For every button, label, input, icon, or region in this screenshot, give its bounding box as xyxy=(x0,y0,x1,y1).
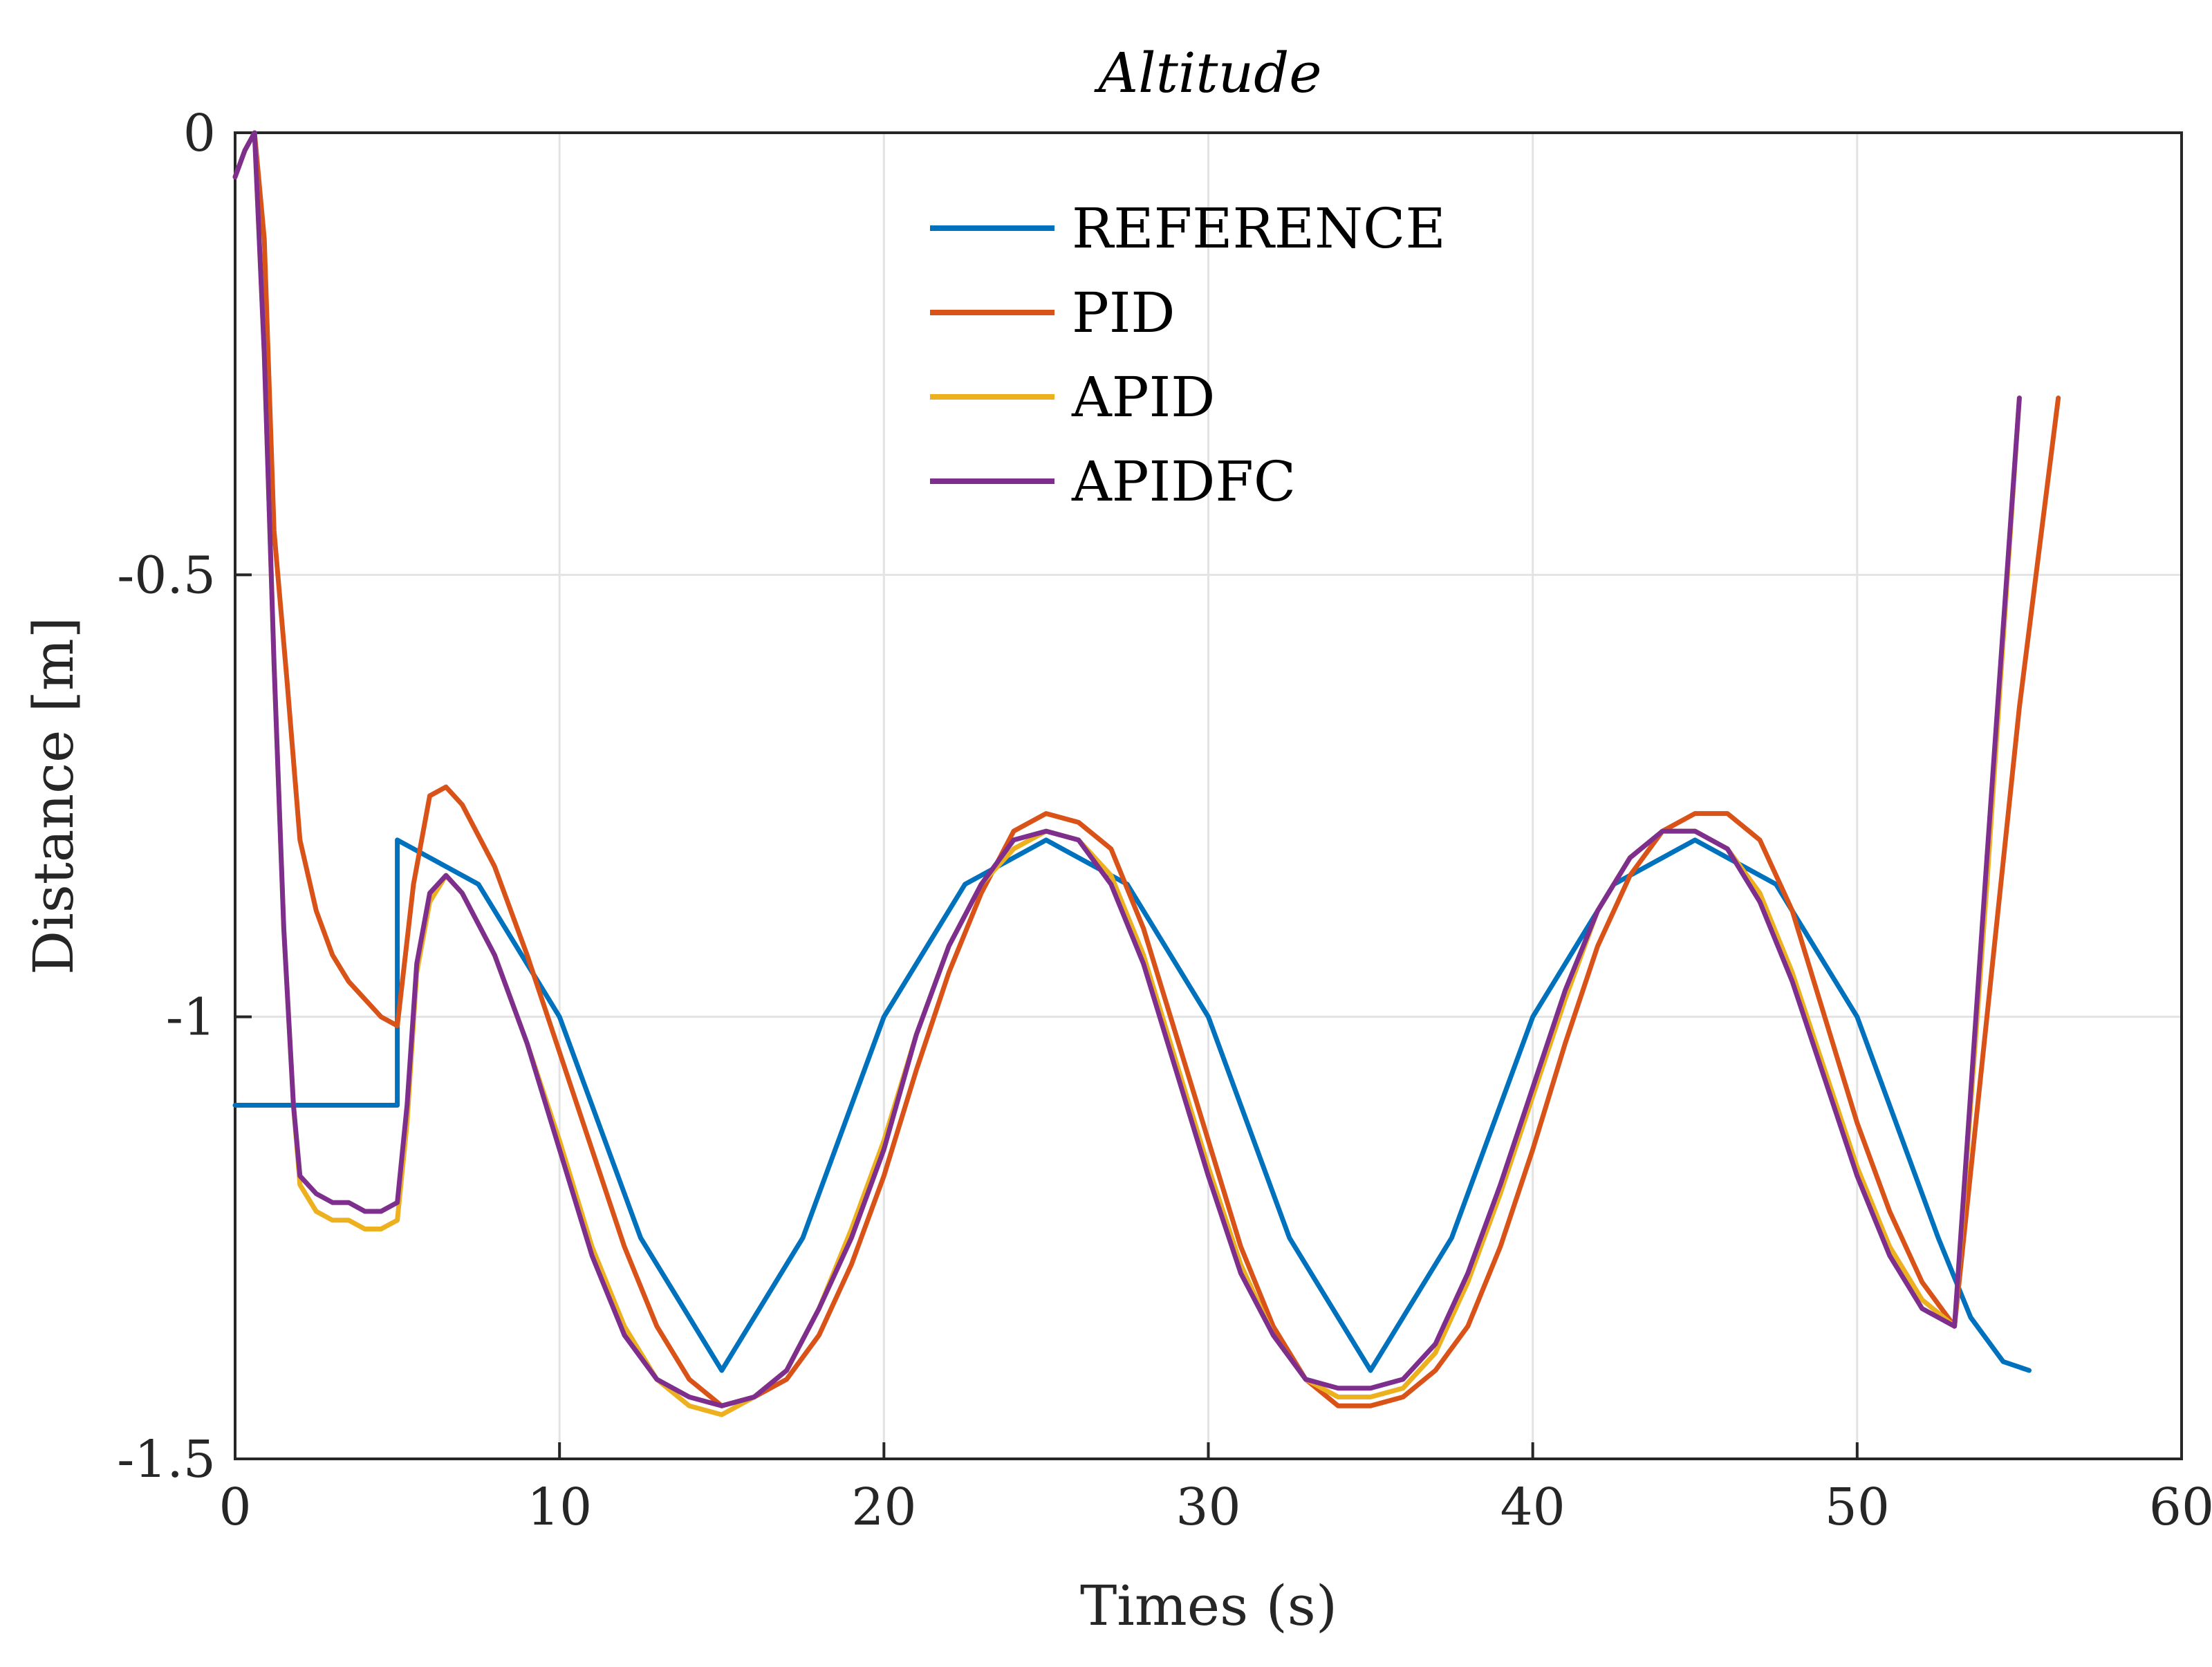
x-tick-label: 30 xyxy=(1175,1478,1240,1537)
x-tick-label: 20 xyxy=(851,1478,916,1537)
x-tick-label: 40 xyxy=(1500,1478,1565,1537)
series xyxy=(232,130,2061,1417)
y-tick-label: -1.5 xyxy=(117,1430,216,1489)
x-tick-label: 0 xyxy=(219,1478,251,1537)
legend-label-apid: APID xyxy=(1071,365,1215,429)
legend: REFERENCE PID APID APIDFC xyxy=(930,196,1446,514)
x-tick-label: 60 xyxy=(2149,1478,2212,1537)
x-tick-label: 10 xyxy=(527,1478,592,1537)
y-tick-label: 0 xyxy=(183,104,216,163)
legend-label-apidfc: APIDFC xyxy=(1071,449,1296,514)
y-axis-label: Distance [m] xyxy=(21,617,86,975)
y-tick-label: -1 xyxy=(166,988,216,1047)
legend-label-pid: PID xyxy=(1072,281,1175,345)
x-axis-label: Times (s) xyxy=(1080,1574,1337,1638)
legend-label-reference: REFERENCE xyxy=(1072,196,1446,261)
series-line-apidfc xyxy=(232,130,2022,1408)
x-tick-label: 50 xyxy=(1825,1478,1890,1537)
y-tick-label: -0.5 xyxy=(117,546,216,605)
chart-title: Altitude xyxy=(1093,41,1321,105)
axis-ticks: 0 10 20 30 40 50 60 0 -0.5 -1 -1.5 xyxy=(117,104,2212,1537)
series-line-reference xyxy=(232,837,2032,1373)
